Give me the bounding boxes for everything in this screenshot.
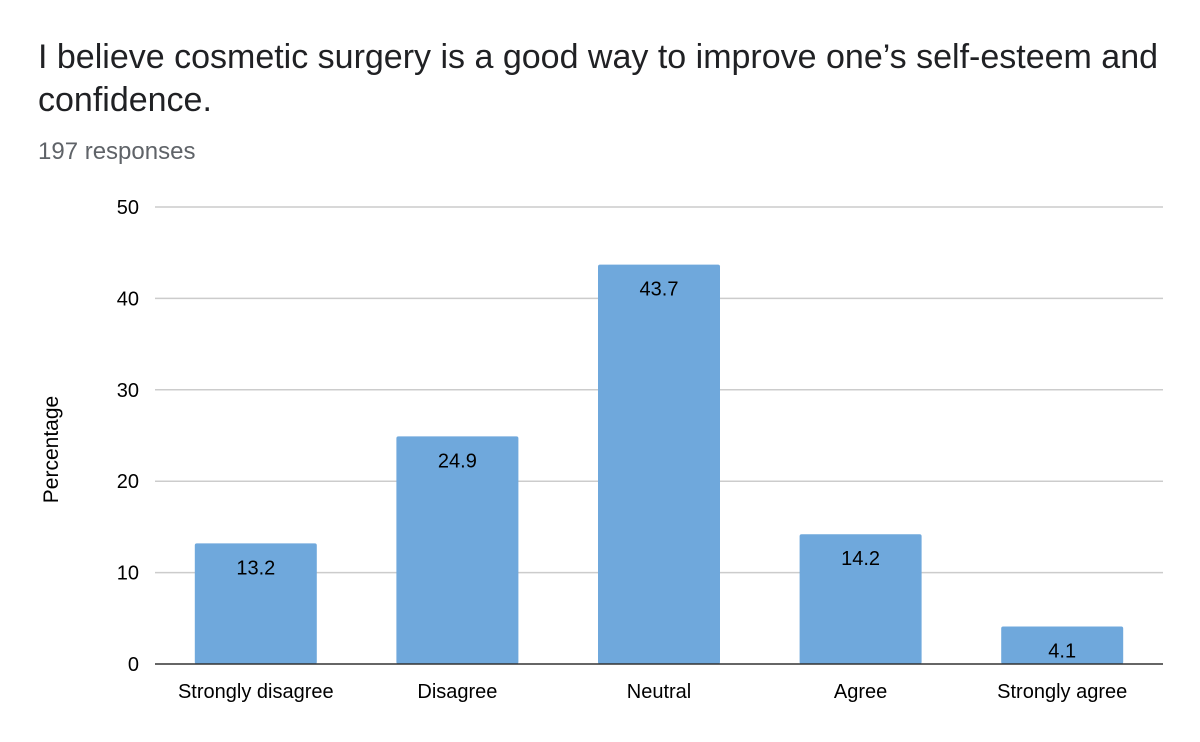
y-tick-label: 50	[117, 197, 139, 219]
bar	[396, 436, 519, 664]
data-label: 24.9	[438, 450, 477, 472]
y-tick-label: 20	[117, 471, 139, 493]
y-tick-label: 30	[117, 380, 139, 402]
x-tick-label: Strongly agree	[997, 681, 1127, 703]
y-tick-labels: 0 10 20 30 40 50	[117, 197, 139, 676]
bar	[194, 543, 317, 664]
x-tick-label: Disagree	[417, 681, 497, 703]
y-axis-label: Percentage	[40, 396, 63, 503]
chart-title: I believe cosmetic surgery is a good way…	[38, 38, 1159, 119]
data-label: 4.1	[1048, 641, 1076, 663]
y-tick-label: 0	[128, 654, 139, 676]
bars	[194, 264, 1124, 664]
data-label: 43.7	[640, 279, 679, 301]
y-tick-label: 40	[117, 288, 139, 310]
x-tick-label: Agree	[834, 681, 887, 703]
x-tick-label: Strongly disagree	[178, 681, 334, 703]
data-labels: 13.2 24.9 43.7 14.2 4.1	[236, 279, 1076, 663]
data-label: 13.2	[236, 557, 275, 579]
bar	[1001, 626, 1124, 664]
x-tick-label: Neutral	[627, 681, 691, 703]
bar	[598, 264, 720, 664]
x-tick-labels: Strongly disagree Disagree Neutral Agree Str…	[178, 681, 1127, 703]
data-label: 14.2	[841, 548, 880, 570]
y-tick-label: 10	[117, 563, 139, 585]
bar	[799, 534, 922, 664]
response-count: 197 responses	[38, 138, 196, 165]
